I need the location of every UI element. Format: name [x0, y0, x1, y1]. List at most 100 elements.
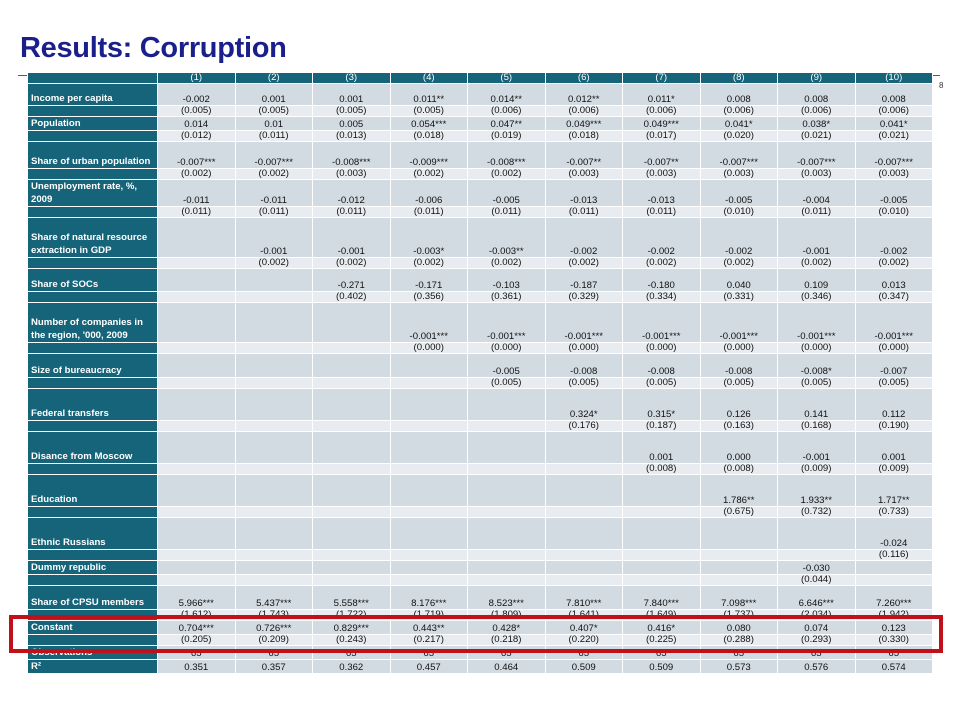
std-error-cell [157, 420, 236, 432]
coefficient-cell: 0.013 [854, 268, 933, 292]
std-error-cell: (0.243) [312, 634, 391, 646]
std-error-cell [544, 463, 623, 475]
coefficient-cell: 0.041* [699, 116, 778, 131]
coefficient-row: Observations 65 65 65 65 65 65 65 65 65 65 [27, 645, 933, 660]
coefficient-cell: 5.966*** [157, 585, 236, 610]
std-error-cell: (0.168) [777, 420, 856, 432]
std-error-cell [777, 549, 856, 561]
slide-number: 8 [939, 81, 944, 90]
coefficient-cell: 65 [467, 645, 546, 660]
coefficient-cell: -0.007 [854, 353, 933, 378]
std-error-row: (0.008) (0.008) (0.009) (0.009) [27, 463, 933, 475]
coefficient-cell: 0.123 [854, 620, 933, 635]
std-error-cell: (0.011) [157, 206, 236, 218]
std-error-cell: (0.011) [777, 206, 856, 218]
column-header: (10) [854, 72, 933, 84]
coefficient-cell: -0.005 [467, 179, 546, 207]
std-error-cell [312, 549, 391, 561]
column-header: (2) [234, 72, 313, 84]
std-error-cell: (0.176) [544, 420, 623, 432]
std-error-cell [467, 463, 546, 475]
coefficient-cell [234, 302, 313, 343]
coefficient-cell [234, 431, 313, 464]
std-error-cell: (1.719) [389, 609, 468, 621]
std-error-cell: (0.000) [544, 342, 623, 354]
coefficient-row: Share of urban population -0.007*** -0.007… [27, 141, 933, 169]
coefficient-row: Income per capita -0.002 0.001 0.001 0.011**… [27, 83, 933, 106]
coefficient-row: Share of SOCs -0.271 -0.171 -0.103 -0.187 -0.… [27, 268, 933, 292]
coefficient-cell: -0.008 [622, 353, 701, 378]
std-error-cell [234, 574, 313, 586]
coefficient-cell: -0.180 [622, 268, 701, 292]
std-error-cell: (0.009) [777, 463, 856, 475]
coefficient-cell: 65 [777, 645, 856, 660]
coefficient-cell [389, 560, 468, 575]
std-error-cell: (0.205) [157, 634, 236, 646]
coefficient-cell: 0.407* [544, 620, 623, 635]
std-error-cell [157, 549, 236, 561]
row-label: Dummy republic [27, 560, 158, 575]
coefficient-cell: 0.112 [854, 388, 933, 421]
std-error-cell [467, 506, 546, 518]
std-error-cell: (0.002) [467, 168, 546, 180]
std-error-cell: (0.190) [854, 420, 933, 432]
row-label: Share of CPSU members [27, 585, 158, 610]
std-error-cell [622, 549, 701, 561]
coefficient-cell: 0.040 [699, 268, 778, 292]
coefficient-row: Dummy republic -0.030 [27, 560, 933, 575]
std-error-row: (0.176) (0.187) (0.163) (0.168) (0.190) [27, 420, 933, 432]
std-error-cell: (0.005) [854, 377, 933, 389]
row-label: Education [27, 474, 158, 507]
coefficient-cell: -0.007** [544, 141, 623, 169]
coefficient-cell: 0.000 [699, 431, 778, 464]
std-error-cell: (2.034) [777, 609, 856, 621]
table-header-row: (1) (2) (3) (4) (5) (6) (7) (8) (9) (10) [27, 72, 933, 84]
std-error-cell [389, 463, 468, 475]
column-header: (3) [312, 72, 391, 84]
coefficient-cell [467, 388, 546, 421]
std-error-cell: (1.743) [234, 609, 313, 621]
std-error-cell: (0.010) [699, 206, 778, 218]
coefficient-cell: -0.008*** [467, 141, 546, 169]
row-label: Unemployment rate, %, 2009 [27, 179, 158, 207]
coefficient-cell: 8.176*** [389, 585, 468, 610]
coefficient-cell [854, 560, 933, 575]
std-error-cell: (0.019) [467, 130, 546, 142]
row-label-empty [27, 130, 158, 142]
coefficient-cell: -0.001*** [777, 302, 856, 343]
row-label: Number of companies in the region, '000,… [27, 302, 158, 343]
coefficient-cell [622, 517, 701, 550]
coefficient-cell: 65 [699, 645, 778, 660]
coefficient-cell: 7.810*** [544, 585, 623, 610]
coefficient-cell: -0.003** [467, 217, 546, 258]
std-error-cell [312, 463, 391, 475]
coefficient-cell [389, 431, 468, 464]
coefficient-cell: -0.009*** [389, 141, 468, 169]
coefficient-cell [544, 560, 623, 575]
row-label: Federal transfers [27, 388, 158, 421]
std-error-cell: (0.018) [389, 130, 468, 142]
coefficient-cell: -0.003* [389, 217, 468, 258]
std-error-row: (0.044) [27, 574, 933, 586]
std-error-cell [157, 463, 236, 475]
std-error-cell: (0.011) [544, 206, 623, 218]
std-error-cell [389, 574, 468, 586]
regression-results-table: (1) (2) (3) (4) (5) (6) (7) (8) (9) (10) Income p… [27, 72, 933, 674]
coefficient-cell [234, 353, 313, 378]
std-error-cell: (0.021) [854, 130, 933, 142]
std-error-cell [544, 574, 623, 586]
std-error-cell: (0.361) [467, 291, 546, 303]
std-error-cell: (0.002) [699, 257, 778, 269]
row-label: Disance from Moscow [27, 431, 158, 464]
row-label: Size of bureaucracy [27, 353, 158, 378]
std-error-row: (0.000) (0.000) (0.000) (0.000) (0.000) (0.00… [27, 342, 933, 354]
coefficient-cell [234, 388, 313, 421]
table-body: Income per capita -0.002 0.001 0.001 0.011**… [27, 83, 933, 674]
std-error-cell: (0.002) [622, 257, 701, 269]
coefficient-cell: -0.002 [622, 217, 701, 258]
std-error-cell: (0.116) [854, 549, 933, 561]
row-label-empty [27, 105, 158, 117]
std-error-cell [157, 377, 236, 389]
coefficient-row: R² 0.351 0.357 0.362 0.457 0.464 0.509 0.509 0.5… [27, 659, 933, 674]
coefficient-cell: 0.726*** [234, 620, 313, 635]
